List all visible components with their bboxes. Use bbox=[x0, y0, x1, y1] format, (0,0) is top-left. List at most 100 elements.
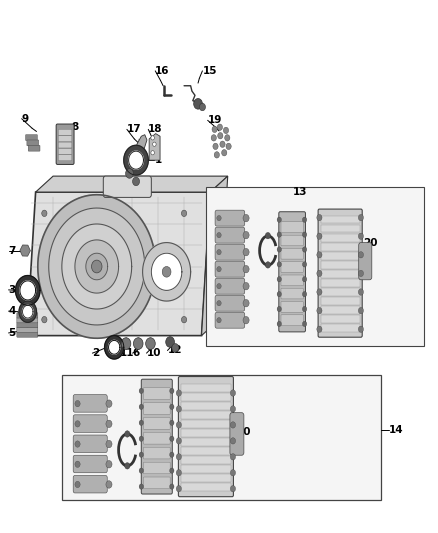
Polygon shape bbox=[62, 224, 132, 309]
Circle shape bbox=[75, 481, 80, 488]
Circle shape bbox=[162, 266, 171, 277]
FancyBboxPatch shape bbox=[279, 212, 305, 332]
Circle shape bbox=[277, 247, 282, 252]
Circle shape bbox=[170, 484, 174, 489]
Circle shape bbox=[225, 135, 230, 141]
Circle shape bbox=[243, 300, 249, 307]
Circle shape bbox=[133, 177, 140, 185]
Circle shape bbox=[170, 436, 174, 441]
Circle shape bbox=[230, 454, 236, 460]
Circle shape bbox=[217, 318, 221, 323]
FancyBboxPatch shape bbox=[181, 447, 231, 455]
FancyBboxPatch shape bbox=[215, 295, 245, 311]
Text: 15: 15 bbox=[202, 66, 217, 76]
FancyBboxPatch shape bbox=[28, 146, 40, 151]
Circle shape bbox=[139, 420, 144, 425]
Circle shape bbox=[277, 262, 282, 267]
FancyBboxPatch shape bbox=[215, 244, 245, 260]
Circle shape bbox=[199, 103, 205, 111]
FancyBboxPatch shape bbox=[17, 327, 38, 333]
FancyBboxPatch shape bbox=[73, 475, 107, 493]
FancyBboxPatch shape bbox=[181, 474, 231, 482]
FancyBboxPatch shape bbox=[181, 483, 231, 491]
FancyBboxPatch shape bbox=[321, 225, 360, 232]
Circle shape bbox=[223, 127, 229, 134]
Text: 10: 10 bbox=[147, 348, 161, 358]
Polygon shape bbox=[86, 253, 108, 280]
Circle shape bbox=[243, 317, 249, 324]
FancyBboxPatch shape bbox=[281, 235, 303, 246]
Circle shape bbox=[152, 142, 156, 147]
Circle shape bbox=[317, 308, 322, 314]
Polygon shape bbox=[38, 195, 155, 338]
Circle shape bbox=[217, 301, 221, 306]
FancyBboxPatch shape bbox=[144, 447, 170, 459]
Text: 9: 9 bbox=[21, 114, 29, 124]
FancyBboxPatch shape bbox=[321, 288, 360, 296]
Circle shape bbox=[317, 289, 322, 295]
Circle shape bbox=[176, 486, 181, 492]
Circle shape bbox=[230, 438, 236, 444]
Circle shape bbox=[181, 317, 187, 323]
Text: 14: 14 bbox=[389, 425, 404, 435]
Text: 20: 20 bbox=[363, 238, 378, 247]
Text: 16: 16 bbox=[155, 66, 170, 76]
FancyBboxPatch shape bbox=[321, 261, 360, 269]
Bar bbox=[62, 375, 381, 500]
Text: 5: 5 bbox=[9, 328, 16, 338]
Polygon shape bbox=[149, 134, 160, 160]
Circle shape bbox=[243, 214, 249, 222]
Polygon shape bbox=[201, 176, 228, 336]
Text: 6: 6 bbox=[133, 348, 140, 358]
Text: 3: 3 bbox=[9, 285, 16, 295]
Circle shape bbox=[170, 452, 174, 457]
Polygon shape bbox=[22, 305, 33, 318]
Circle shape bbox=[75, 400, 80, 407]
FancyBboxPatch shape bbox=[144, 477, 170, 489]
Polygon shape bbox=[124, 146, 148, 175]
Circle shape bbox=[106, 420, 112, 427]
Polygon shape bbox=[151, 253, 182, 290]
Circle shape bbox=[302, 232, 307, 237]
FancyBboxPatch shape bbox=[144, 462, 170, 474]
FancyBboxPatch shape bbox=[321, 270, 360, 278]
Circle shape bbox=[181, 210, 187, 216]
FancyBboxPatch shape bbox=[56, 124, 74, 165]
Circle shape bbox=[75, 421, 80, 427]
Polygon shape bbox=[109, 341, 120, 354]
Circle shape bbox=[218, 133, 223, 139]
FancyBboxPatch shape bbox=[321, 234, 360, 241]
Circle shape bbox=[176, 390, 181, 396]
FancyBboxPatch shape bbox=[281, 275, 303, 286]
Polygon shape bbox=[15, 276, 40, 305]
Circle shape bbox=[277, 292, 282, 297]
Circle shape bbox=[277, 217, 282, 222]
FancyBboxPatch shape bbox=[215, 278, 245, 294]
Circle shape bbox=[139, 404, 144, 409]
FancyBboxPatch shape bbox=[17, 313, 38, 318]
Polygon shape bbox=[75, 240, 119, 293]
Circle shape bbox=[226, 143, 231, 150]
Polygon shape bbox=[27, 192, 210, 336]
FancyBboxPatch shape bbox=[103, 176, 151, 197]
FancyBboxPatch shape bbox=[73, 415, 107, 432]
Polygon shape bbox=[35, 176, 228, 192]
Circle shape bbox=[243, 282, 249, 290]
Circle shape bbox=[134, 338, 143, 350]
FancyBboxPatch shape bbox=[73, 435, 107, 453]
FancyBboxPatch shape bbox=[215, 261, 245, 277]
Circle shape bbox=[277, 321, 282, 327]
Text: 7: 7 bbox=[9, 246, 16, 255]
FancyBboxPatch shape bbox=[181, 465, 231, 473]
FancyBboxPatch shape bbox=[181, 393, 231, 401]
FancyBboxPatch shape bbox=[181, 438, 231, 446]
FancyBboxPatch shape bbox=[73, 394, 107, 412]
Circle shape bbox=[170, 388, 174, 393]
Polygon shape bbox=[20, 281, 35, 300]
Circle shape bbox=[214, 152, 219, 158]
Circle shape bbox=[125, 431, 130, 437]
Circle shape bbox=[277, 306, 282, 312]
FancyBboxPatch shape bbox=[181, 456, 231, 464]
FancyBboxPatch shape bbox=[321, 306, 360, 314]
Circle shape bbox=[302, 321, 307, 327]
